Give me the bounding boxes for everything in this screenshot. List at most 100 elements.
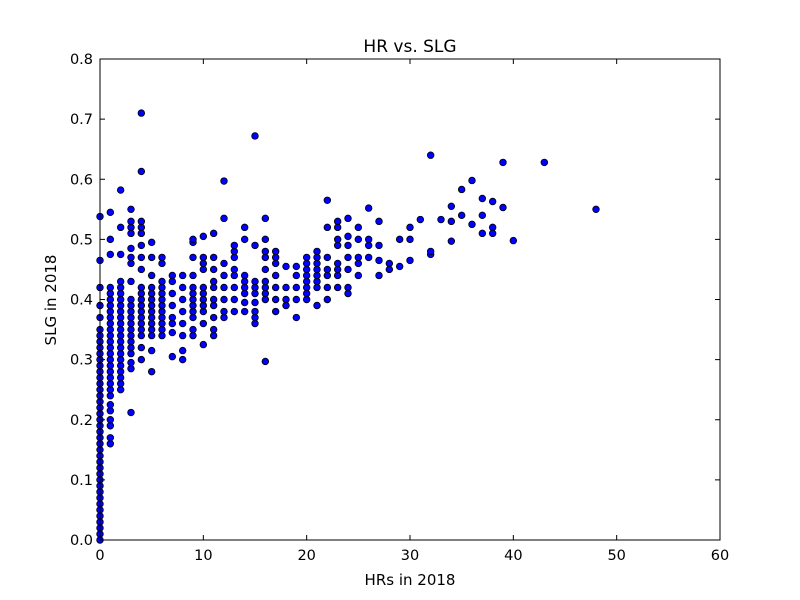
data-point bbox=[292, 271, 301, 280]
data-point bbox=[282, 301, 290, 310]
data-point bbox=[333, 217, 342, 226]
data-point bbox=[199, 283, 208, 292]
data-point bbox=[209, 301, 218, 310]
data-point bbox=[158, 259, 166, 268]
data-point bbox=[230, 283, 239, 292]
y-tick-label: 0.4 bbox=[70, 293, 93, 309]
data-point bbox=[220, 259, 228, 268]
data-point bbox=[199, 301, 208, 310]
data-point bbox=[354, 223, 363, 232]
data-point bbox=[271, 247, 280, 256]
data-point bbox=[106, 250, 115, 259]
data-point bbox=[106, 392, 115, 400]
data-point bbox=[271, 283, 280, 292]
data-point bbox=[509, 236, 518, 245]
data-point bbox=[199, 259, 208, 268]
chart-title: HR vs. SLG bbox=[363, 37, 456, 57]
data-point bbox=[230, 307, 239, 316]
data-point bbox=[313, 271, 321, 280]
data-point bbox=[313, 247, 321, 256]
data-point bbox=[127, 331, 135, 340]
data-point bbox=[240, 298, 249, 307]
data-point bbox=[147, 313, 156, 322]
data-point bbox=[592, 205, 600, 214]
data-point bbox=[116, 325, 125, 334]
data-point bbox=[261, 295, 270, 304]
data-point bbox=[178, 271, 187, 280]
y-tick-label: 0.7 bbox=[70, 112, 93, 128]
data-point bbox=[220, 307, 228, 316]
data-point bbox=[271, 307, 280, 316]
data-point bbox=[302, 259, 311, 268]
y-axis: 0.0 0.1 0.2 0.3 0.4 0.5 0.6 0.7 0.8 bbox=[70, 52, 720, 549]
data-point bbox=[158, 253, 166, 262]
data-point bbox=[230, 271, 239, 280]
data-point bbox=[271, 259, 280, 268]
data-point bbox=[189, 271, 197, 280]
data-point bbox=[375, 271, 383, 280]
data-point bbox=[240, 283, 249, 292]
data-point bbox=[178, 295, 187, 304]
data-point bbox=[230, 295, 239, 304]
data-point bbox=[116, 301, 125, 310]
data-point bbox=[323, 223, 332, 232]
data-point bbox=[137, 313, 146, 322]
data-point bbox=[240, 223, 249, 232]
data-point bbox=[106, 416, 115, 424]
data-point bbox=[251, 132, 259, 140]
data-point bbox=[189, 235, 197, 244]
data-point bbox=[158, 301, 166, 310]
data-point bbox=[137, 331, 146, 340]
data-point bbox=[323, 295, 332, 304]
data-point bbox=[178, 319, 187, 328]
data-point bbox=[282, 262, 290, 271]
data-point bbox=[354, 271, 363, 280]
data-point bbox=[499, 158, 507, 167]
data-point bbox=[426, 247, 435, 256]
data-point bbox=[137, 301, 146, 310]
data-point bbox=[344, 283, 352, 292]
data-point bbox=[478, 211, 487, 220]
data-point bbox=[375, 256, 383, 265]
data-point bbox=[230, 253, 239, 262]
data-point bbox=[261, 247, 270, 256]
data-point bbox=[147, 331, 156, 340]
data-point bbox=[147, 271, 156, 280]
data-point bbox=[178, 283, 187, 292]
x-tick-label: 50 bbox=[607, 548, 625, 564]
data-point bbox=[127, 295, 135, 304]
data-point bbox=[158, 313, 166, 322]
data-point bbox=[106, 355, 115, 364]
data-point bbox=[240, 271, 249, 280]
data-point bbox=[292, 295, 301, 304]
data-point bbox=[344, 232, 352, 241]
data-point bbox=[406, 235, 414, 244]
data-point bbox=[468, 220, 476, 229]
data-point bbox=[292, 262, 301, 271]
data-point bbox=[137, 241, 146, 250]
data-point bbox=[416, 215, 425, 224]
data-point bbox=[354, 253, 363, 262]
y-tick-label: 0.1 bbox=[70, 473, 93, 489]
data-point bbox=[199, 319, 208, 328]
data-point bbox=[313, 265, 321, 274]
data-point bbox=[106, 331, 115, 340]
data-point bbox=[261, 265, 270, 274]
data-point bbox=[323, 265, 332, 274]
data-point bbox=[333, 259, 342, 268]
data-point bbox=[106, 283, 115, 292]
y-tick-label: 0.2 bbox=[70, 413, 93, 429]
data-point bbox=[158, 277, 166, 286]
data-point bbox=[137, 253, 146, 262]
data-point bbox=[106, 407, 115, 415]
data-point bbox=[178, 355, 187, 364]
data-point bbox=[302, 265, 311, 274]
data-point bbox=[127, 325, 135, 334]
data-point bbox=[354, 259, 363, 268]
data-point bbox=[199, 232, 208, 241]
data-point bbox=[106, 301, 115, 310]
data-point bbox=[488, 223, 497, 232]
data-point bbox=[313, 253, 321, 262]
data-point bbox=[106, 434, 115, 442]
